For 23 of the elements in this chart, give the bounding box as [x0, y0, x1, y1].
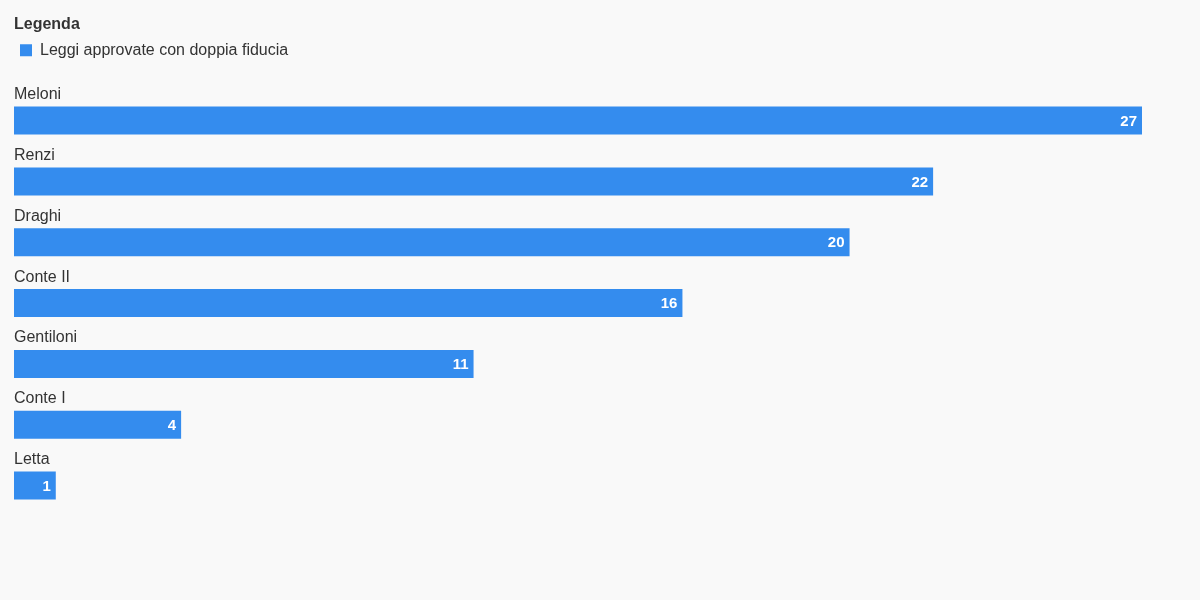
- y-tick-label: Meloni: [14, 85, 62, 103]
- bar: [14, 349, 474, 378]
- y-tick-label: Gentiloni: [14, 328, 78, 346]
- data-label: 16: [660, 294, 678, 312]
- data-label: 4: [167, 415, 177, 433]
- data-label: 1: [42, 476, 51, 494]
- legend-label: Leggi approvate con doppia fiducia: [40, 40, 289, 58]
- y-tick-label: Letta: [14, 450, 50, 467]
- data-label: 27: [1120, 111, 1137, 129]
- y-tick-label: Draghi: [14, 206, 62, 224]
- data-label: 22: [911, 172, 929, 190]
- bar: [14, 410, 182, 439]
- bar: [14, 167, 934, 196]
- bar: [14, 471, 56, 500]
- bar: [14, 289, 683, 318]
- y-tick-label: Conte II: [14, 267, 71, 285]
- data-label: 20: [827, 233, 845, 251]
- legend-title: Legenda: [14, 15, 80, 33]
- y-tick-label: Conte I: [14, 389, 66, 407]
- data-label: 11: [452, 355, 469, 373]
- bar: [14, 228, 850, 257]
- bar: [14, 106, 1142, 135]
- y-tick-label: Renzi: [14, 145, 55, 163]
